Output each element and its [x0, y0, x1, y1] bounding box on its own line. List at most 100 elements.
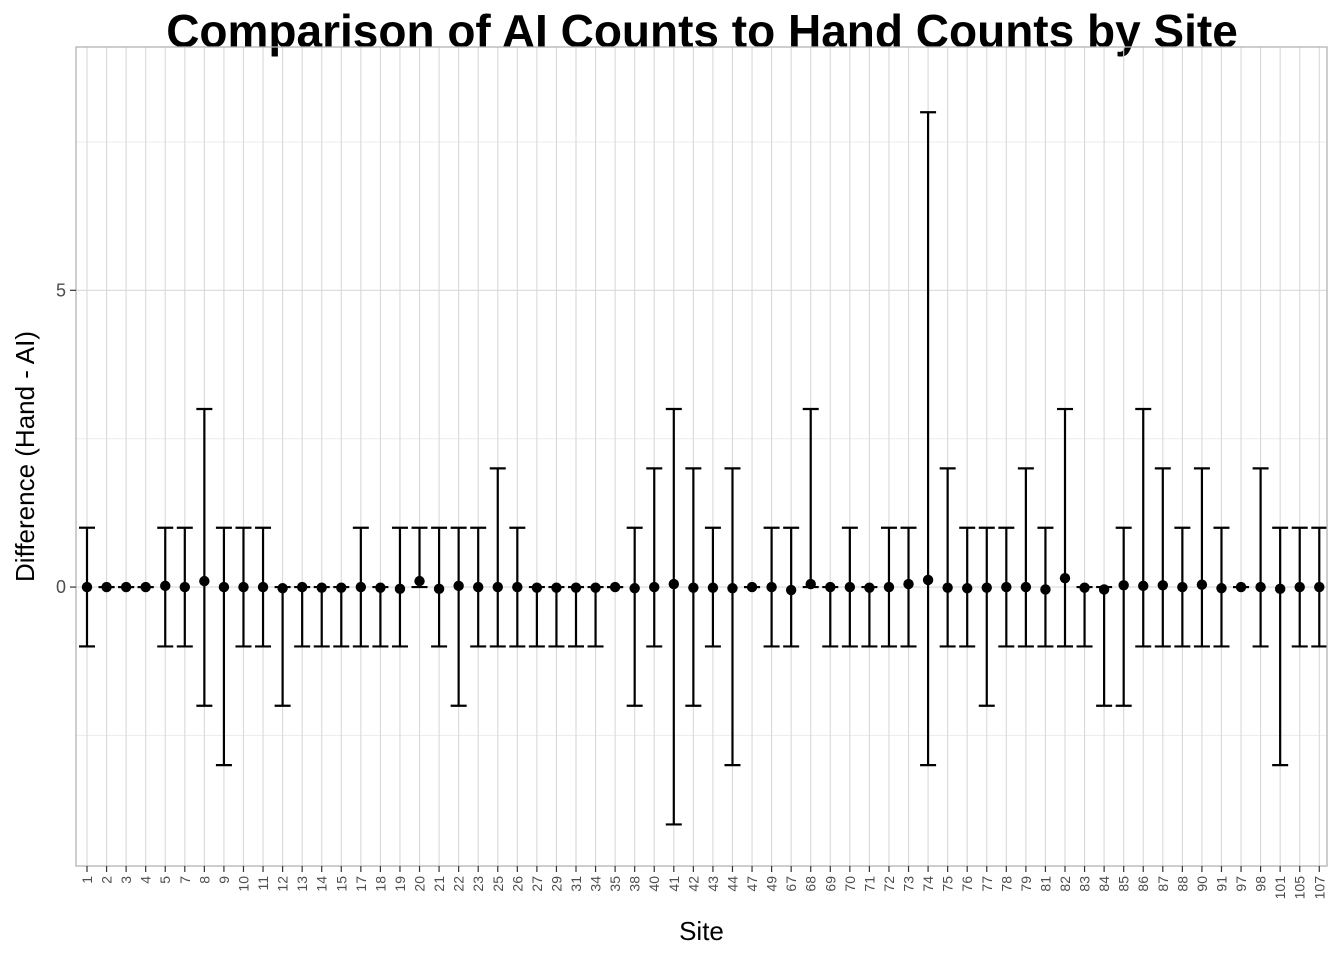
x-tick-label: 42	[685, 876, 701, 892]
data-point	[1001, 581, 1012, 593]
x-tick-label: 3	[118, 876, 134, 884]
data-point	[1118, 580, 1129, 591]
data-point	[1314, 581, 1325, 593]
data-point	[316, 582, 327, 593]
y-axis-title: Difference (Hand - AI)	[10, 331, 40, 582]
errorbar	[528, 585, 545, 648]
errorbar	[1057, 407, 1073, 648]
data-point	[179, 581, 190, 593]
x-tick-label: 77	[979, 876, 995, 892]
data-point	[336, 582, 347, 593]
errorbar	[1115, 526, 1132, 707]
errorbar-layer	[79, 111, 1328, 826]
data-point	[981, 582, 992, 593]
data-point	[590, 582, 601, 593]
x-tick-label: 15	[333, 876, 349, 892]
data-point	[199, 575, 210, 587]
data-point	[1216, 583, 1227, 594]
x-tick-label: 14	[314, 876, 330, 892]
x-tick-label: 47	[744, 876, 760, 892]
data-point	[238, 581, 249, 593]
data-point	[492, 581, 503, 593]
x-tick-label: 34	[588, 876, 604, 892]
data-point	[414, 575, 425, 587]
errorbar	[274, 585, 291, 707]
x-tick-label: 44	[724, 876, 740, 892]
x-tick-label: 101	[1272, 876, 1288, 900]
x-tick-label: 91	[1213, 876, 1229, 892]
data-point	[473, 581, 484, 593]
data-point	[707, 582, 719, 593]
x-tick-label: 7	[177, 876, 193, 884]
x-tick-label: 26	[509, 876, 525, 892]
x-tick-label: 18	[372, 876, 388, 892]
x-tick-label: 72	[881, 876, 897, 892]
data-point	[1255, 581, 1266, 593]
x-tick-label: 83	[1077, 876, 1093, 892]
x-tick-label: 107	[1311, 876, 1327, 900]
errorbar	[861, 585, 878, 648]
errorbar	[665, 407, 682, 826]
x-tick-label: 87	[1155, 876, 1171, 892]
x-tick-label: 25	[490, 876, 506, 892]
data-point	[531, 582, 543, 593]
x-tick-label: 12	[275, 876, 291, 892]
errorbar	[822, 585, 839, 648]
data-point	[727, 583, 738, 594]
errorbar	[626, 526, 643, 707]
data-point	[825, 581, 836, 593]
x-tick-label: 40	[646, 876, 662, 892]
errorbar	[372, 585, 389, 648]
data-point	[1138, 580, 1149, 592]
x-tick-label: 20	[412, 876, 428, 892]
y-tick-label: 5	[56, 280, 66, 300]
errorbar	[196, 407, 213, 707]
panel-border	[75, 46, 1328, 867]
x-tick-label: 10	[235, 876, 251, 892]
errorbar	[568, 585, 584, 648]
errorbar	[313, 585, 330, 648]
x-tick-label: 1	[79, 876, 95, 884]
x-tick-label: 22	[451, 876, 467, 892]
data-point	[962, 583, 973, 594]
x-tick-label: 75	[940, 876, 956, 892]
errorbar	[450, 526, 467, 707]
tick-layer	[70, 289, 1320, 872]
errorbar	[1135, 407, 1152, 648]
data-point	[942, 582, 953, 593]
data-point	[296, 581, 308, 593]
x-tick-label: 9	[216, 876, 232, 884]
errorbar	[939, 467, 956, 648]
x-tick-label: 97	[1233, 876, 1249, 892]
errorbar	[978, 526, 995, 707]
x-tick-label: 38	[627, 876, 643, 892]
x-tick-label: 41	[666, 876, 682, 892]
x-tick-label: 76	[959, 876, 975, 892]
grid-layer	[76, 47, 1327, 866]
data-point	[81, 581, 93, 593]
errorbar	[1154, 467, 1171, 648]
x-tick-label: 84	[1096, 876, 1112, 892]
errorbar	[215, 526, 232, 767]
data-point	[746, 581, 758, 593]
x-tick-label: 17	[353, 876, 369, 892]
x-tick-label: 27	[529, 876, 545, 892]
x-tick-label: 2	[99, 876, 115, 884]
chart-title: Comparison of AI Counts to Hand Counts b…	[166, 5, 1238, 57]
data-point	[649, 581, 660, 593]
data-point	[453, 580, 464, 592]
data-point	[766, 581, 777, 593]
errorbar	[724, 467, 741, 767]
x-tick-label: 82	[1057, 876, 1073, 892]
x-tick-label: 85	[1116, 876, 1132, 892]
data-point	[257, 581, 269, 593]
errorbar	[1272, 526, 1289, 767]
x-tick-label: 86	[1135, 876, 1151, 892]
data-point	[1157, 580, 1169, 591]
errorbar	[489, 467, 506, 648]
data-point	[688, 582, 699, 593]
data-point	[394, 583, 406, 595]
data-point	[609, 581, 621, 593]
x-tick-label: 49	[764, 876, 780, 892]
data-point	[1059, 572, 1071, 584]
